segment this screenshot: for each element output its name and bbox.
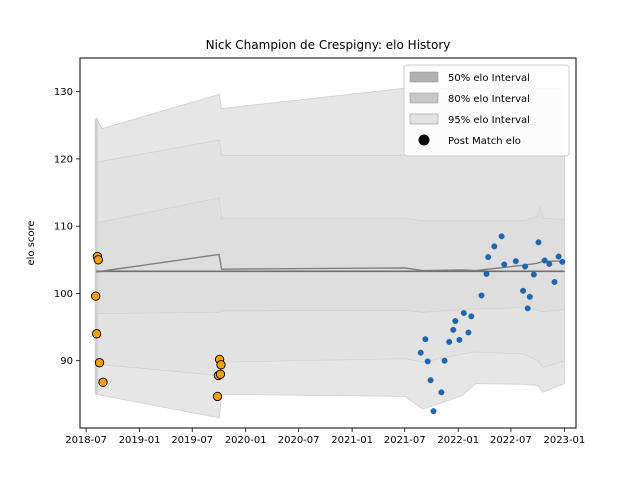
legend-label-post-match-elo: Post Match elo [448, 136, 521, 147]
data-point-series2-27 [535, 239, 542, 246]
x-tick-label-2020-07: 2020-07 [278, 435, 320, 446]
data-point-series1-11 [216, 360, 226, 370]
data-point-series2-24 [524, 305, 531, 312]
data-point-series2-13 [465, 329, 472, 336]
data-point-series2-4 [427, 377, 434, 384]
data-point-series2-21 [512, 258, 519, 265]
y-tick-label-110: 110 [54, 222, 73, 233]
data-point-series2-7 [441, 357, 448, 364]
x-tick-label-2023-01: 2023-01 [543, 435, 585, 446]
y-tick-label-100: 100 [54, 289, 73, 300]
data-point-series1-1 [91, 291, 101, 301]
data-point-series1-4 [93, 255, 103, 265]
data-point-series1-5 [94, 358, 105, 368]
data-point-series2-18 [491, 243, 498, 250]
x-tick-label-2019-01: 2019-01 [119, 435, 161, 446]
legend-label-80-elo-interval: 80% elo Interval [448, 94, 530, 105]
y-tick-label-120: 120 [54, 154, 73, 165]
post-match-points [91, 233, 566, 415]
data-point-series1-7 [212, 391, 223, 402]
x-tick-label-2020-01: 2020-01 [225, 435, 267, 446]
data-point-series2-20 [501, 261, 508, 268]
data-point-series2-23 [522, 263, 529, 270]
data-point-series2-19 [498, 233, 505, 240]
data-point-series1-6 [98, 377, 108, 387]
y-tick-label-130: 130 [54, 87, 73, 98]
legend-box [403, 64, 570, 157]
data-point-series2-2 [422, 336, 429, 343]
data-point-series2-17 [485, 254, 492, 261]
data-point-series2-9 [450, 326, 457, 333]
data-point-series2-1 [417, 349, 424, 356]
legend-swatch-80-elo-interval [409, 92, 439, 104]
x-tick-label-2019-07: 2019-07 [171, 435, 213, 446]
y-axis: 90 100 110 120 130 [54, 87, 80, 367]
data-point-series2-8 [446, 338, 453, 345]
data-point-series2-25 [526, 293, 533, 300]
data-point-series2-12 [460, 310, 467, 317]
legend: 50% elo Interval 80% elo Interval 95% elo … [403, 64, 570, 157]
mean-elo-line [96, 253, 565, 273]
data-point-series2-15 [478, 292, 485, 299]
legend-marker-post-match-elo [418, 134, 430, 146]
data-point-series2-3 [424, 358, 431, 365]
data-point-series2-14 [468, 313, 475, 320]
data-point-series2-31 [555, 253, 562, 260]
data-point-series2-10 [452, 318, 459, 325]
x-axis: 2018-07 2019-01 2019-07 2020-01 2020-07 2021-… [65, 428, 585, 446]
data-point-series2-29 [546, 260, 553, 267]
band-50-elo-interval [95, 197, 565, 315]
x-tick-label-2018-07: 2018-07 [65, 435, 107, 446]
data-point-series1-10 [215, 369, 226, 379]
x-tick-label-2021-01: 2021-01 [331, 435, 373, 446]
data-point-series2-30 [551, 279, 558, 286]
data-point-series2-11 [456, 336, 463, 343]
data-point-series1-2 [91, 329, 102, 339]
x-tick-label-2022-07: 2022-07 [490, 435, 532, 446]
data-point-series2-22 [520, 287, 527, 294]
x-tick-label-2022-01: 2022-01 [437, 435, 479, 446]
legend-swatch-50-elo-interval [409, 71, 439, 83]
x-tick-label-2021-07: 2021-07 [384, 435, 426, 446]
y-axis-label: elo score [26, 220, 37, 265]
data-point-series2-32 [559, 258, 566, 265]
data-point-series2-5 [430, 408, 437, 415]
data-point-series2-16 [483, 270, 490, 277]
data-point-series2-28 [541, 257, 548, 264]
data-point-series2-26 [530, 271, 537, 278]
y-tick-label-90: 90 [60, 356, 73, 367]
plot-area [79, 57, 577, 429]
legend-label-95-elo-interval: 95% elo Interval [448, 115, 530, 126]
plot-frame [79, 57, 577, 429]
chart-title: Nick Champion de Crespigny: elo History [206, 38, 451, 52]
legend-swatch-95-elo-interval [409, 113, 439, 125]
legend-label-50-elo-interval: 50% elo Interval [448, 73, 530, 84]
data-point-series2-6 [438, 389, 445, 396]
